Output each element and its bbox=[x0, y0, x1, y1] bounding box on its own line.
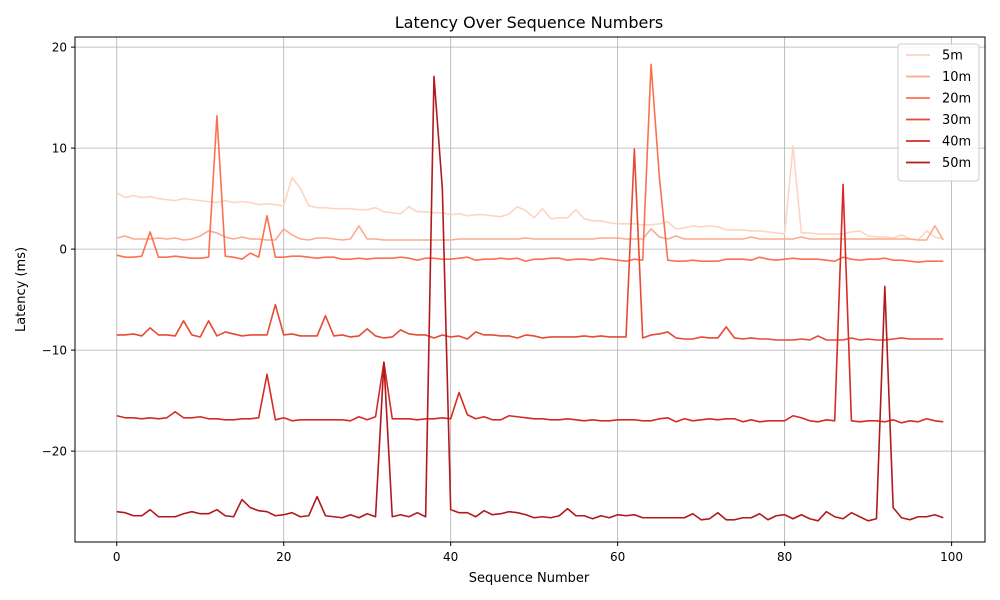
legend-label-40m: 40m bbox=[942, 135, 971, 150]
x-tick-label: 20 bbox=[276, 550, 291, 564]
legend-box bbox=[897, 43, 980, 182]
legend-label-50m: 50m bbox=[942, 156, 971, 171]
series-line-5m bbox=[116, 145, 944, 241]
x-tick-label: 40 bbox=[443, 550, 458, 564]
series-line-10m bbox=[116, 225, 944, 241]
legend-label-20m: 20m bbox=[942, 92, 971, 107]
legend-label-30m: 30m bbox=[942, 113, 971, 128]
series-line-40m bbox=[116, 183, 944, 424]
series-line-30m bbox=[116, 148, 944, 341]
x-tick-label: 0 bbox=[113, 550, 121, 564]
series-line-20m bbox=[116, 63, 944, 264]
y-tick-label: 20 bbox=[52, 41, 67, 55]
x-axis-ticks: 0 20 40 60 80 100 bbox=[113, 542, 963, 564]
y-tick-label: 10 bbox=[52, 142, 67, 156]
x-axis-label: Sequence Number bbox=[469, 571, 590, 586]
y-tick-label: −20 bbox=[42, 445, 67, 459]
series-line-50m bbox=[116, 75, 944, 522]
legend: 5m 10m 20m 30m 40m 50m bbox=[897, 43, 980, 182]
x-tick-label: 80 bbox=[777, 550, 792, 564]
y-axis-ticks: −20 −10 0 10 20 bbox=[42, 41, 75, 459]
legend-label-5m: 5m bbox=[942, 49, 963, 64]
plot-frame bbox=[74, 36, 986, 543]
y-tick-label: 0 bbox=[59, 243, 67, 257]
x-tick-label: 60 bbox=[610, 550, 625, 564]
y-axis-label: Latency (ms) bbox=[14, 247, 29, 332]
series-layer bbox=[116, 63, 944, 522]
legend-label-10m: 10m bbox=[942, 70, 971, 85]
x-tick-label: 100 bbox=[940, 550, 963, 564]
chart-title: Latency Over Sequence Numbers bbox=[395, 13, 664, 32]
y-tick-label: −10 bbox=[42, 344, 67, 358]
grid bbox=[75, 37, 985, 542]
